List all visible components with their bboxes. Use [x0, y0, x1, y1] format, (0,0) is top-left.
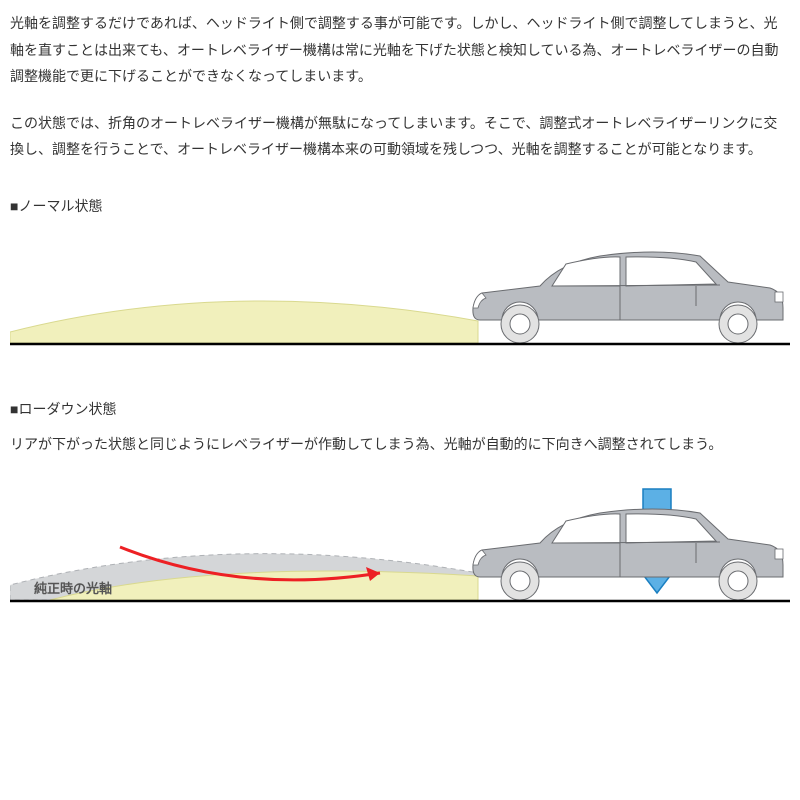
section-lowdown-title: ■ローダウン状態: [10, 396, 790, 423]
diagram-normal: [10, 228, 790, 358]
section-lowdown-text: リアが下がった状態と同じようにレベライザーが作動してしまう為、光軸が自動的に下向…: [10, 431, 790, 458]
section-normal-title: ■ノーマル状態: [10, 193, 790, 220]
diagram-lowdown: 純正時の光軸: [10, 465, 790, 615]
paragraph-2: この状態では、折角のオートレベライザー機構が無駄になってしまいます。そこで、調整…: [10, 110, 790, 163]
paragraph-1: 光軸を調整するだけであれば、ヘッドライト側で調整する事が可能です。しかし、ヘッド…: [10, 10, 790, 90]
original-axis-label: 純正時の光軸: [34, 581, 112, 596]
